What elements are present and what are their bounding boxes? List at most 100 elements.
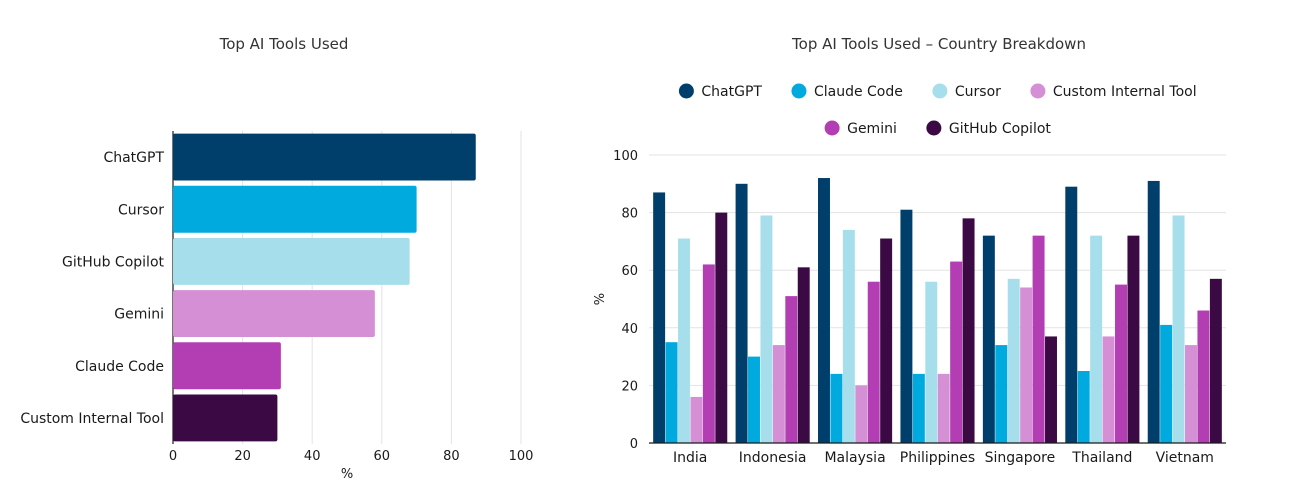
chart2-y-tick-label: 100 (613, 149, 638, 164)
bar-philippines-github-copilot (962, 218, 975, 443)
bar-malaysia-chatgpt (818, 178, 830, 444)
legend-item-custom-internal-tool: Custom Internal Tool (1030, 83, 1197, 100)
bar-philippines-cursor (925, 281, 938, 443)
bar-thailand-cursor (1090, 235, 1103, 443)
bar-vietnam-claude-code (1160, 324, 1173, 443)
bar-indonesia-gemini (785, 296, 798, 443)
legend-label-github-copilot: GitHub Copilot (949, 121, 1052, 137)
legend-marker-custom-internal-tool (1030, 83, 1046, 99)
legend-label-cursor: Cursor (955, 84, 1001, 100)
category-label-gemini: Gemini (114, 307, 164, 323)
bar-vietnam-chatgpt (1147, 180, 1160, 444)
legend-label-gemini: Gemini (847, 121, 897, 137)
chart1-x-tick-label: 40 (304, 449, 321, 464)
bar-thailand-custom-internal-tool (1102, 336, 1115, 443)
chart1-bars (173, 133, 476, 442)
bar-indonesia-custom-internal-tool (772, 345, 785, 443)
bar-indonesia-cursor (760, 215, 773, 443)
chart1-title: Top AI Tools Used (219, 35, 349, 53)
top-tools-chart: Top AI Tools Used ChatGPT Cursor GitHub Co… (20, 35, 533, 482)
chart2-bars (649, 178, 1226, 444)
category-label-indonesia: Indonesia (739, 450, 807, 466)
bar-philippines-custom-internal-tool (937, 373, 950, 443)
bar-india-chatgpt (653, 192, 666, 443)
chart1-x-axis-label: % (341, 467, 353, 482)
category-label-github-copilot: GitHub Copilot (62, 254, 165, 270)
category-label-malaysia: Malaysia (824, 450, 885, 466)
bar-vietnam-github-copilot (1209, 278, 1222, 443)
bar-malaysia-cursor (842, 229, 855, 443)
country-breakdown-chart: Top AI Tools Used – Country Breakdown Ch… (593, 35, 1226, 466)
bar-india-cursor (678, 238, 690, 443)
chart1-x-ticks: 0 20 40 60 80 100 (169, 449, 534, 464)
chart2-category-labels: India Indonesia Malaysia Philippines Singapo… (673, 450, 1214, 466)
bar-india-gemini (702, 264, 715, 443)
bar-gemini (173, 290, 375, 338)
legend-marker-cursor (932, 83, 948, 99)
legend-item-chatgpt: ChatGPT (678, 83, 762, 100)
chart2-legend: ChatGPT Claude Code Cursor Custom Internal … (678, 83, 1197, 137)
bar-india-github-copilot (715, 212, 728, 443)
bar-malaysia-claude-code (830, 373, 843, 443)
bar-thailand-claude-code (1077, 371, 1090, 443)
chart1-x-tick-label: 100 (509, 449, 534, 464)
legend-item-cursor: Cursor (932, 83, 1001, 100)
bar-vietnam-gemini (1197, 310, 1210, 443)
category-label-cursor: Cursor (118, 202, 164, 218)
bar-india-claude-code (665, 342, 678, 443)
bar-indonesia-claude-code (748, 356, 760, 443)
legend-item-claude-code: Claude Code (791, 83, 903, 100)
chart1-x-tick-label: 80 (443, 449, 460, 464)
category-label-claude-code: Claude Code (75, 359, 164, 375)
bar-indonesia-github-copilot (797, 267, 810, 443)
category-label-philippines: Philippines (900, 450, 975, 466)
chart2-y-tick-label: 60 (621, 264, 638, 279)
legend-item-gemini: Gemini (824, 120, 897, 137)
chart1-x-tick-label: 0 (169, 449, 177, 464)
bar-singapore-custom-internal-tool (1020, 287, 1033, 443)
bar-vietnam-cursor (1172, 215, 1185, 443)
bar-singapore-chatgpt (982, 235, 995, 443)
legend-marker-chatgpt (678, 83, 694, 99)
category-label-india: India (673, 450, 707, 466)
category-label-singapore: Singapore (985, 450, 1056, 466)
legend-marker-github-copilot (926, 120, 942, 136)
bar-singapore-cursor (1007, 278, 1020, 443)
bar-singapore-github-copilot (1045, 336, 1057, 443)
chart2-y-tick-label: 40 (621, 322, 638, 337)
bar-custom-internal-tool (173, 394, 278, 442)
legend-marker-gemini (824, 120, 840, 136)
legend-marker-claude-code (791, 83, 807, 99)
bar-vietnam-custom-internal-tool (1185, 345, 1197, 443)
category-label-vietnam: Vietnam (1156, 450, 1214, 466)
category-label-custom-internal-tool: Custom Internal Tool (20, 411, 164, 427)
legend-label-chatgpt: ChatGPT (701, 84, 762, 100)
chart1-x-tick-label: 60 (374, 449, 391, 464)
legend-label-claude-code: Claude Code (814, 84, 903, 100)
chart1-gridlines (172, 131, 522, 444)
bar-thailand-chatgpt (1065, 186, 1078, 443)
chart1-category-labels: ChatGPT Cursor GitHub Copilot Gemini Claude … (20, 150, 164, 427)
bar-chatgpt (173, 133, 476, 181)
bar-thailand-github-copilot (1127, 235, 1140, 443)
bar-india-custom-internal-tool (690, 396, 703, 443)
bar-malaysia-github-copilot (880, 238, 893, 443)
chart2-y-tick-label: 20 (621, 379, 638, 394)
bar-cursor (173, 185, 417, 233)
legend-item-github-copilot: GitHub Copilot (926, 120, 1052, 137)
bar-singapore-gemini (1032, 235, 1045, 443)
chart2-y-tick-label: 80 (621, 207, 638, 222)
bar-claude-code (173, 342, 281, 390)
chart2-y-ticks: 0 20 40 60 80 100 (613, 149, 638, 452)
bar-indonesia-chatgpt (735, 183, 748, 444)
category-label-thailand: Thailand (1071, 450, 1132, 466)
bar-github-copilot (173, 237, 410, 285)
bar-malaysia-gemini (867, 281, 880, 443)
chart1-x-tick-label: 20 (234, 449, 251, 464)
category-label-chatgpt: ChatGPT (103, 150, 164, 166)
bar-thailand-gemini (1115, 284, 1127, 443)
bar-philippines-claude-code (912, 373, 925, 443)
legend-label-custom-internal-tool: Custom Internal Tool (1053, 84, 1197, 100)
chart2-y-tick-label: 0 (630, 437, 638, 452)
